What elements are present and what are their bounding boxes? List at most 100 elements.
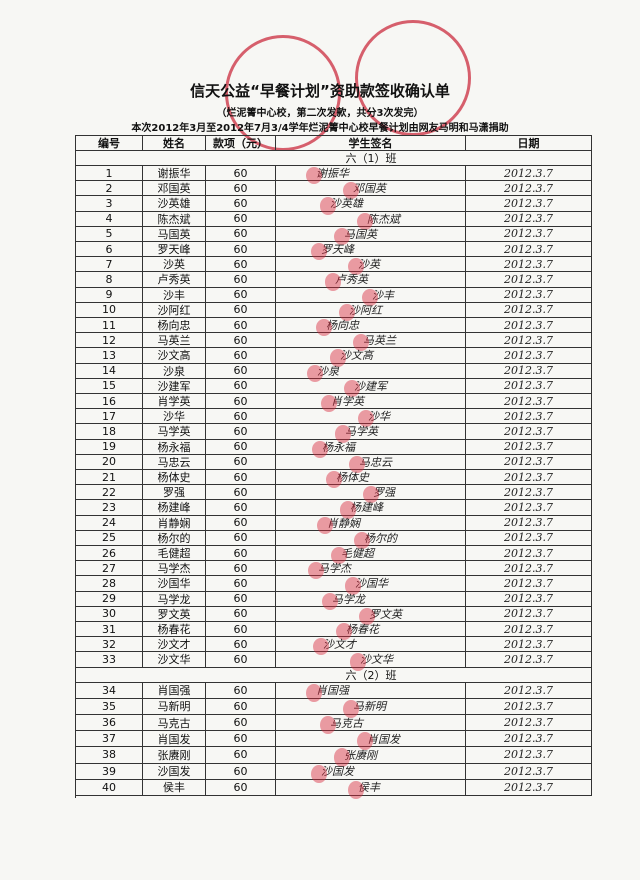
fingerprint bbox=[339, 303, 355, 321]
fingerprint bbox=[345, 577, 361, 595]
fingerprint bbox=[357, 732, 373, 751]
signature: 杨向忠 bbox=[276, 318, 466, 334]
date: 2012.3.7 bbox=[466, 394, 592, 410]
fingerprint bbox=[354, 531, 370, 549]
student-name: 罗天峰 bbox=[143, 242, 206, 258]
date: 2012.3.7 bbox=[466, 257, 592, 273]
amount: 60 bbox=[206, 394, 276, 410]
signature: 马忠云 bbox=[276, 454, 466, 470]
subtitle: （烂泥箐中心校，第二次发款，共分3次发完） bbox=[216, 108, 424, 119]
date: 2012.3.7 bbox=[466, 652, 592, 668]
row-number: 8 bbox=[76, 272, 143, 288]
student-name: 肖学英 bbox=[143, 394, 206, 410]
student-name: 沙丰 bbox=[143, 287, 206, 303]
signature: 马学英 bbox=[276, 424, 466, 440]
signature: 沙泉 bbox=[276, 363, 466, 379]
student-name: 杨体史 bbox=[143, 470, 206, 486]
fingerprint bbox=[348, 258, 364, 276]
row-number: 21 bbox=[76, 470, 143, 486]
amount: 60 bbox=[206, 424, 276, 440]
date: 2012.3.7 bbox=[466, 333, 592, 349]
note: 本次2012年3月至2012年7月3/4学年烂泥箐中心校早餐计划由网友马明和马潇… bbox=[131, 123, 509, 134]
date: 2012.3.7 bbox=[466, 226, 592, 242]
signature: 罗文英 bbox=[276, 606, 466, 622]
date: 2012.3.7 bbox=[466, 409, 592, 425]
student-name: 杨尔的 bbox=[143, 530, 206, 546]
row-number: 19 bbox=[76, 439, 143, 455]
signature: 谢振华 bbox=[276, 166, 466, 182]
fingerprint bbox=[311, 243, 327, 261]
fingerprint bbox=[306, 683, 322, 702]
section-label: 六（1）班 bbox=[276, 151, 466, 166]
date: 2012.3.7 bbox=[466, 242, 592, 258]
student-name: 邓国英 bbox=[143, 181, 206, 197]
fingerprint bbox=[363, 486, 379, 504]
date: 2012.3.7 bbox=[466, 682, 592, 699]
student-name: 马学英 bbox=[143, 424, 206, 440]
signature: 马英兰 bbox=[276, 333, 466, 349]
amount: 60 bbox=[206, 166, 276, 182]
date: 2012.3.7 bbox=[466, 500, 592, 516]
fingerprint bbox=[362, 288, 378, 306]
date: 2012.3.7 bbox=[466, 363, 592, 379]
signature: 沙建军 bbox=[276, 378, 466, 394]
row-number: 25 bbox=[76, 530, 143, 546]
date: 2012.3.7 bbox=[466, 561, 592, 577]
amount: 60 bbox=[206, 287, 276, 303]
header-cell: 学生签名 bbox=[276, 136, 466, 151]
amount: 60 bbox=[206, 763, 276, 780]
amount: 60 bbox=[206, 530, 276, 546]
date: 2012.3.7 bbox=[466, 424, 592, 440]
row-number: 1 bbox=[76, 166, 143, 182]
amount: 60 bbox=[206, 211, 276, 227]
signature: 杨永福 bbox=[276, 439, 466, 455]
row-number: 2 bbox=[76, 181, 143, 197]
signature: 马学龙 bbox=[276, 591, 466, 607]
student-name: 沙建军 bbox=[143, 378, 206, 394]
fingerprint bbox=[311, 764, 327, 783]
signature: 杨春花 bbox=[276, 622, 466, 638]
fingerprint bbox=[326, 471, 342, 489]
row-number: 35 bbox=[76, 698, 143, 715]
fingerprint bbox=[331, 547, 347, 565]
signature: 马克古 bbox=[276, 715, 466, 732]
student-name: 毛健超 bbox=[143, 546, 206, 562]
row-number: 20 bbox=[76, 454, 143, 470]
date: 2012.3.7 bbox=[466, 211, 592, 227]
fingerprint bbox=[348, 780, 364, 799]
row-number: 39 bbox=[76, 763, 143, 780]
fingerprint bbox=[306, 167, 322, 185]
date: 2012.3.7 bbox=[466, 747, 592, 764]
amount: 60 bbox=[206, 181, 276, 197]
student-name: 罗文英 bbox=[143, 606, 206, 622]
row-number: 11 bbox=[76, 318, 143, 334]
date: 2012.3.7 bbox=[466, 272, 592, 288]
header-cell: 姓名 bbox=[143, 136, 206, 151]
row-number: 13 bbox=[76, 348, 143, 364]
section-label: 六（2）班 bbox=[276, 668, 466, 683]
signature: 沙丰 bbox=[276, 287, 466, 303]
fingerprint bbox=[349, 455, 365, 473]
signature: 罗天峰 bbox=[276, 242, 466, 258]
signature: 马学杰 bbox=[276, 561, 466, 577]
date: 2012.3.7 bbox=[466, 715, 592, 732]
fingerprint bbox=[334, 748, 350, 767]
fingerprint bbox=[320, 197, 336, 215]
date: 2012.3.7 bbox=[466, 439, 592, 455]
row-number: 26 bbox=[76, 546, 143, 562]
amount: 60 bbox=[206, 439, 276, 455]
student-name: 杨永福 bbox=[143, 439, 206, 455]
student-name: 肖静娴 bbox=[143, 515, 206, 531]
amount: 60 bbox=[206, 333, 276, 349]
date: 2012.3.7 bbox=[466, 763, 592, 780]
student-name: 陈杰斌 bbox=[143, 211, 206, 227]
student-name: 马新明 bbox=[143, 698, 206, 715]
amount: 60 bbox=[206, 196, 276, 212]
date: 2012.3.7 bbox=[466, 591, 592, 607]
header-cell: 编号 bbox=[76, 136, 143, 151]
row-number: 18 bbox=[76, 424, 143, 440]
row-number: 9 bbox=[76, 287, 143, 303]
fingerprint bbox=[325, 273, 341, 291]
row-number: 30 bbox=[76, 606, 143, 622]
